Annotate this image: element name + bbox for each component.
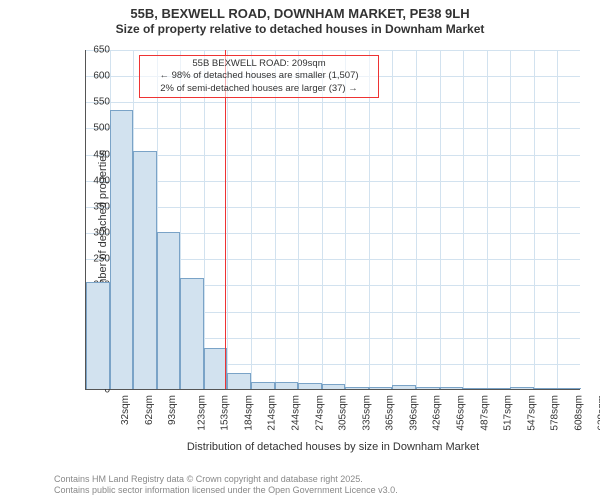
histogram-bar [298, 383, 322, 389]
y-tick-label: 350 [70, 201, 110, 212]
gridline-v [510, 50, 511, 389]
annotation-line3: 2% of semi-detached houses are larger (3… [144, 83, 374, 95]
x-tick-label: 123sqm [196, 395, 207, 431]
x-tick-label: 456sqm [456, 395, 467, 431]
gridline-v [322, 50, 323, 389]
histogram-bar [557, 388, 581, 389]
y-tick-label: 600 [70, 71, 110, 82]
x-tick-label: 214sqm [267, 395, 278, 431]
x-axis-label: Distribution of detached houses by size … [187, 441, 479, 453]
x-tick-label: 32sqm [120, 395, 131, 425]
histogram-bar [416, 387, 440, 389]
x-tick-label: 153sqm [220, 395, 231, 431]
x-tick-label: 305sqm [338, 395, 349, 431]
gridline-v [275, 50, 276, 389]
gridline-v [251, 50, 252, 389]
y-tick-label: 450 [70, 149, 110, 160]
histogram-bar [133, 151, 157, 389]
x-tick-label: 365sqm [385, 395, 396, 431]
histogram-bar [392, 385, 416, 389]
gridline-v [557, 50, 558, 389]
histogram-bar [345, 387, 369, 389]
marker-line [225, 50, 226, 389]
histogram-bar [510, 387, 534, 389]
gridline-v [416, 50, 417, 389]
gridline-v [204, 50, 205, 389]
footer-line2: Contains public sector information licen… [54, 485, 398, 496]
footer-credits: Contains HM Land Registry data © Crown c… [54, 474, 398, 496]
chart-container: 55B, BEXWELL ROAD, DOWNHAM MARKET, PE38 … [0, 0, 600, 500]
annotation-box: 55B BEXWELL ROAD: 209sqm← 98% of detache… [139, 55, 379, 98]
histogram-bar [227, 373, 251, 389]
y-tick-label: 300 [70, 228, 110, 239]
gridline-v [487, 50, 488, 389]
x-tick-label: 517sqm [503, 395, 514, 431]
histogram-bar [322, 384, 346, 389]
gridline-h [86, 155, 580, 156]
x-tick-label: 93sqm [167, 395, 178, 425]
plot-wrap: Number of detached properties Distributi… [55, 50, 585, 420]
x-tick-label: 487sqm [479, 395, 490, 431]
gridline-v [534, 50, 535, 389]
gridline-v [392, 50, 393, 389]
histogram-bar [463, 388, 487, 389]
histogram-bar [180, 278, 204, 389]
gridline-h [86, 102, 580, 103]
gridline-v [369, 50, 370, 389]
histogram-bar [204, 348, 228, 389]
gridline-h [86, 50, 580, 51]
histogram-bar [275, 382, 299, 389]
x-tick-label: 396sqm [408, 395, 419, 431]
histogram-bar [110, 110, 134, 389]
gridline-v [440, 50, 441, 389]
y-tick-label: 250 [70, 254, 110, 265]
gridline-h [86, 207, 580, 208]
footer-line1: Contains HM Land Registry data © Crown c… [54, 474, 398, 485]
y-tick-label: 550 [70, 97, 110, 108]
y-tick-label: 500 [70, 123, 110, 134]
gridline-h [86, 128, 580, 129]
y-tick-label: 400 [70, 175, 110, 186]
annotation-line1: 55B BEXWELL ROAD: 209sqm [144, 58, 374, 70]
gridline-v [463, 50, 464, 389]
histogram-bar [157, 232, 181, 389]
gridline-h [86, 181, 580, 182]
histogram-bar [534, 388, 558, 389]
histogram-bar [487, 388, 511, 389]
x-tick-label: 608sqm [573, 395, 584, 431]
gridline-v [345, 50, 346, 389]
page-subtitle: Size of property relative to detached ho… [0, 22, 600, 36]
x-tick-label: 62sqm [144, 395, 155, 425]
x-tick-label: 274sqm [314, 395, 325, 431]
x-tick-label: 335sqm [361, 395, 372, 431]
histogram-bar [369, 387, 393, 389]
page-title: 55B, BEXWELL ROAD, DOWNHAM MARKET, PE38 … [0, 0, 600, 22]
x-tick-label: 184sqm [243, 395, 254, 431]
x-tick-label: 547sqm [526, 395, 537, 431]
histogram-bar [251, 382, 275, 389]
annotation-line2: ← 98% of detached houses are smaller (1,… [144, 70, 374, 82]
y-tick-label: 650 [70, 45, 110, 56]
x-tick-label: 578sqm [550, 395, 561, 431]
gridline-v [227, 50, 228, 389]
x-tick-label: 244sqm [291, 395, 302, 431]
gridline-v [298, 50, 299, 389]
histogram-bar [440, 387, 464, 389]
histogram-bar [86, 282, 110, 389]
x-tick-label: 426sqm [432, 395, 443, 431]
plot-area: Distribution of detached houses by size … [85, 50, 580, 390]
